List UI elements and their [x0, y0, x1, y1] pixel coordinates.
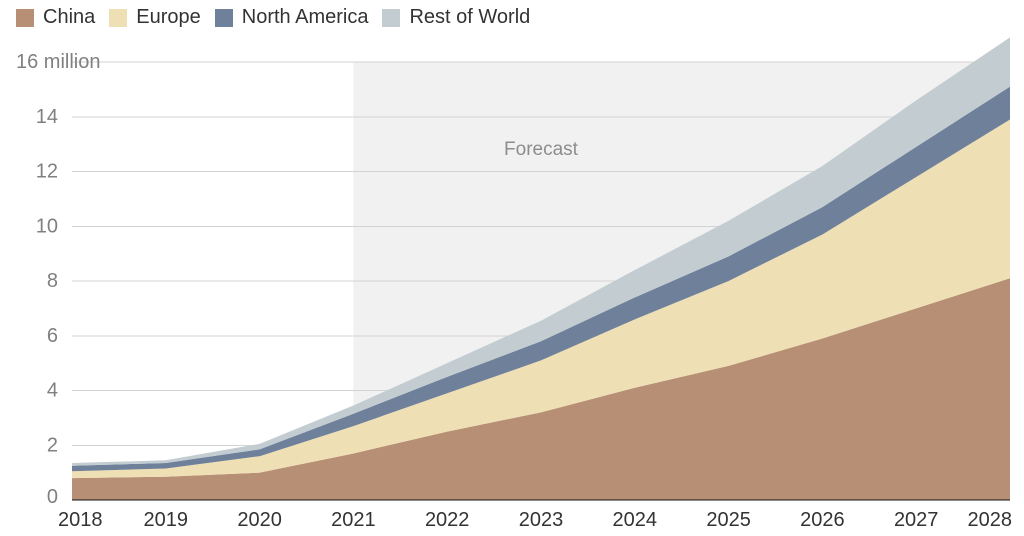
x-tick-label: 2019	[144, 509, 189, 531]
y-tick-label: 14	[36, 106, 58, 128]
legend-label-row: Rest of World	[409, 6, 530, 29]
x-tick-label: 2018	[58, 509, 103, 531]
legend-label-europe: Europe	[136, 6, 201, 29]
x-tick-label: 2025	[706, 509, 751, 531]
x-tick-label: 2022	[425, 509, 470, 531]
y-tick-label: 6	[47, 325, 58, 347]
y-tick-label: 2	[47, 434, 58, 456]
legend-label-china: China	[43, 6, 95, 29]
legend-item-europe: Europe	[109, 6, 201, 29]
x-tick-label: 2023	[519, 509, 564, 531]
y-tick-label: 4	[47, 380, 58, 402]
y-tick-label: 8	[47, 270, 58, 292]
x-tick-label: 2028	[968, 509, 1013, 531]
x-tick-label: 2020	[237, 509, 282, 531]
y-tick-label: 0	[47, 486, 58, 508]
x-tick-label: 2021	[331, 509, 376, 531]
legend-item-china: China	[16, 6, 95, 29]
legend-item-na: North America	[215, 6, 369, 29]
legend-swatch-row	[382, 9, 400, 27]
x-tick-label: 2026	[800, 509, 845, 531]
legend-label-na: North America	[242, 6, 369, 29]
stacked-area-chart: 0 2 4 6 8 10 12 14 16 million 2018 2019 2020 2021 202…	[0, 0, 1024, 536]
y-tick-label: 10	[36, 215, 58, 237]
forecast-label: Forecast	[504, 139, 579, 160]
y-tick-label: 12	[36, 161, 58, 183]
x-tick-label: 2027	[894, 509, 939, 531]
legend-swatch-na	[215, 9, 233, 27]
legend-swatch-china	[16, 9, 34, 27]
legend-swatch-europe	[109, 9, 127, 27]
chart-container: 0 2 4 6 8 10 12 14 16 million 2018 2019 2020 2021 202…	[0, 0, 1024, 536]
chart-legend: China Europe North America Rest of World	[16, 6, 530, 29]
x-tick-label: 2024	[613, 509, 658, 531]
legend-item-row: Rest of World	[382, 6, 530, 29]
y-tick-label: 16 million	[16, 51, 100, 73]
